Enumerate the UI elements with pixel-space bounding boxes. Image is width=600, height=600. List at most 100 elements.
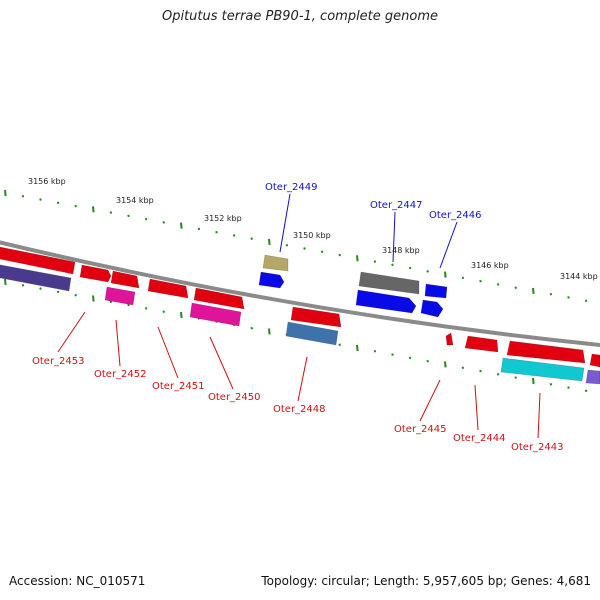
gene-oter-2453-top[interactable] (0, 245, 76, 275)
leader-line-oter-2449 (279, 193, 291, 253)
gene-oter-2447b[interactable] (355, 289, 417, 314)
gene-oter-2449[interactable] (262, 254, 289, 272)
tick-mark (4, 278, 7, 286)
tick-mark (232, 234, 236, 237)
gene-oter-2448b[interactable] (285, 321, 339, 346)
leader-line-oter-2448 (297, 356, 308, 402)
gene-label-oter-2449[interactable]: Oter_2449 (265, 182, 318, 193)
tick-mark (250, 237, 253, 240)
tick-mark (373, 349, 377, 353)
kbp-ticks (4, 189, 588, 393)
tick-mark (180, 222, 183, 229)
genes (0, 245, 600, 385)
tick-mark (391, 353, 394, 356)
tick-mark (285, 243, 289, 247)
tick-mark (514, 376, 517, 379)
tick-mark (39, 198, 42, 201)
tick-mark (444, 361, 447, 368)
gene-oter-2444[interactable] (464, 335, 499, 353)
gene-label-oter-2446[interactable]: Oter_2446 (429, 210, 482, 221)
gene-oter-2450[interactable] (193, 287, 245, 310)
leader-line-oter-2451 (157, 326, 179, 379)
gene-oter-2450b[interactable] (189, 302, 242, 327)
tick-mark (144, 217, 148, 221)
tick-mark (21, 194, 25, 198)
tick-mark (444, 271, 447, 278)
kbp-scale-label: 3144 kbp (560, 272, 598, 281)
gene-oter-2443b[interactable] (500, 357, 585, 382)
gene-oter-2447[interactable] (358, 271, 420, 295)
kbp-scale-label: 3148 kbp (382, 246, 420, 255)
tick-mark (162, 221, 165, 224)
tick-mark (127, 214, 130, 218)
gene-oter-2452b[interactable] (110, 270, 140, 289)
tick-mark (109, 211, 113, 214)
tick-mark (215, 230, 218, 234)
tick-mark (496, 373, 500, 376)
gene-oter-2452a[interactable] (79, 264, 112, 283)
tick-mark (567, 296, 570, 299)
tick-mark (373, 260, 377, 263)
tick-mark (426, 270, 429, 273)
tick-mark (4, 189, 7, 197)
gene-oter-2452c[interactable] (104, 286, 136, 306)
kbp-scale-label: 3154 kbp (116, 196, 154, 205)
gene-label-oter-2450[interactable]: Oter_2450 (208, 392, 261, 403)
gene-label-oter-2452[interactable]: Oter_2452 (94, 369, 147, 380)
gene-label-oter-2451[interactable]: Oter_2451 (152, 381, 205, 392)
tick-mark (496, 283, 500, 286)
gene-oter-2449b[interactable] (258, 271, 285, 289)
gene-oter-2446[interactable] (424, 283, 448, 299)
genome-backbone (0, 240, 600, 347)
accession: Accession: NC_010571 (9, 574, 146, 588)
gene-oter-2445[interactable] (445, 332, 454, 346)
tick-mark (514, 286, 517, 289)
tick-mark (180, 311, 183, 319)
tick-mark (39, 287, 42, 290)
kbp-scale-label: 3152 kbp (204, 214, 242, 223)
tick-mark (426, 359, 429, 363)
tick-mark (92, 295, 95, 302)
kbp-scale-label: 3150 kbp (293, 231, 331, 240)
gene-label-oter-2443[interactable]: Oter_2443 (511, 442, 564, 453)
gene-oter-2453-bot[interactable] (0, 263, 72, 292)
tick-mark (338, 253, 341, 257)
tick-mark (303, 247, 306, 250)
tick-mark (197, 227, 201, 231)
tick-mark (162, 310, 165, 313)
kbp-scale-label: 3156 kbp (28, 177, 66, 186)
kbp-scale-label: 3146 kbp (471, 261, 509, 270)
gene-oter-2448[interactable] (290, 306, 342, 328)
gene-oter-2443c[interactable] (585, 369, 600, 385)
tick-mark (356, 344, 359, 352)
tick-mark (584, 389, 588, 393)
gene-label-oter-2447[interactable]: Oter_2447 (370, 200, 423, 211)
gene-label-oter-2448[interactable]: Oter_2448 (273, 404, 326, 415)
kbp-scale-labels: 3156 kbp 3154 kbp 3152 kbp 3150 kbp 3148 kbp… (28, 177, 598, 281)
leader-line-oter-2444 (474, 384, 479, 431)
tick-mark (461, 366, 465, 370)
tick-mark (127, 303, 130, 307)
map-title: Opitutus terrae PB90-1, complete genome (161, 9, 439, 24)
genome-summary: Topology: circular; Length: 5,957,605 bp… (261, 574, 591, 588)
gene-label-oter-2444[interactable]: Oter_2444 (453, 433, 506, 444)
tick-mark (268, 328, 271, 335)
leader-line-oter-2447 (392, 211, 396, 263)
tick-mark (74, 204, 77, 208)
gene-oter-2451[interactable] (147, 278, 189, 299)
gene-label-oter-2453[interactable]: Oter_2453 (32, 356, 85, 367)
gene-label-oter-2445[interactable]: Oter_2445 (394, 424, 447, 435)
gene-oter-2446b[interactable] (420, 299, 444, 318)
tick-mark (338, 343, 341, 346)
tick-mark (92, 206, 95, 213)
gene-oter-2443[interactable] (506, 340, 586, 364)
tick-mark (320, 250, 324, 254)
tick-mark (268, 238, 271, 246)
tick-mark (408, 356, 412, 360)
leader-line-oter-2446 (439, 221, 458, 269)
gene-oter-2443-r[interactable] (589, 353, 600, 368)
tick-mark (56, 290, 60, 294)
tick-mark (479, 369, 482, 373)
tick-mark (144, 307, 148, 310)
